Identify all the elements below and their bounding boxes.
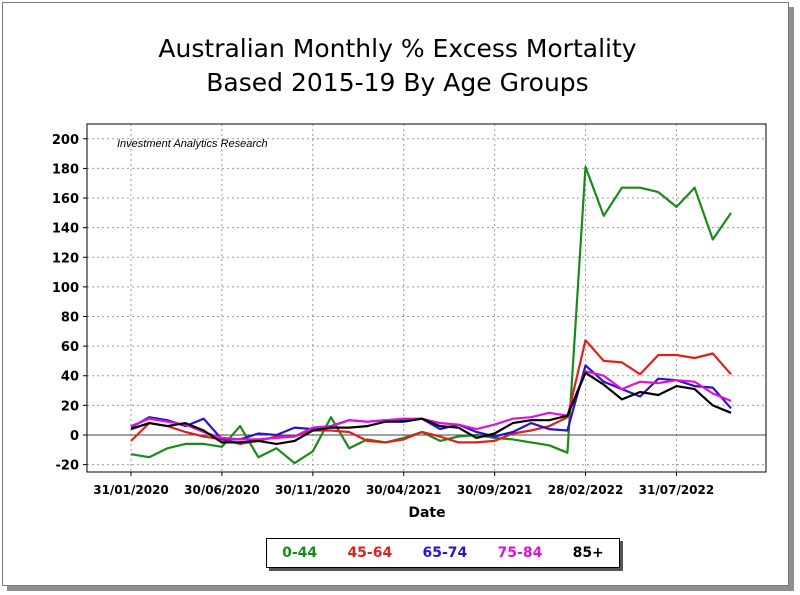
y-tick-label: 60	[61, 340, 79, 355]
y-tick-label: 120	[52, 251, 79, 266]
legend-entry-0-44: 0-44	[282, 545, 318, 561]
y-tick-label: 160	[52, 192, 79, 207]
legend-entry-65-74: 65-74	[422, 545, 468, 561]
x-tick-label: 30/09/2021	[457, 483, 533, 497]
chart-subtitle: Based 2015-19 By Age Groups	[206, 68, 589, 97]
y-tick-label: 140	[52, 222, 79, 237]
y-tick-label: 0	[70, 429, 79, 444]
y-tick-label: -20	[56, 459, 80, 474]
x-axis-label: Date	[408, 505, 445, 521]
y-axis-ticks: -20 0 20 40 60 80 100 120 140 160 180 200	[52, 133, 87, 474]
x-axis-ticks: 31/01/2020 30/06/2020 30/11/2020 30/04/2021…	[93, 472, 714, 497]
chart-annotation: Investment Analytics Research	[117, 138, 268, 150]
legend: 0-44 45-64 65-74 75-84 85+	[266, 538, 620, 568]
y-tick-label: 40	[61, 370, 79, 385]
x-tick-label: 30/04/2021	[366, 483, 442, 497]
y-tick-label: 180	[52, 162, 79, 177]
x-tick-label: 31/01/2020	[93, 483, 169, 497]
y-tick-label: 200	[52, 133, 79, 148]
plot-area-border	[86, 123, 767, 473]
series-line-0-44	[130, 165, 732, 465]
x-tick-label: 31/07/2022	[639, 483, 715, 497]
chart-title-line1: Australian Monthly % Excess Mortality	[158, 34, 637, 63]
legend-entry-45-64: 45-64	[347, 545, 393, 561]
y-tick-label: 80	[61, 311, 79, 326]
series-line-75-84	[130, 370, 732, 441]
series-line-65-74	[130, 364, 732, 441]
x-tick-label: 28/02/2022	[548, 483, 624, 497]
chart-title: Australian Monthly % Excess Mortality Ba…	[0, 32, 795, 100]
series-lines	[130, 165, 732, 465]
legend-entry-75-84: 75-84	[497, 545, 543, 561]
x-tick-label: 30/06/2020	[184, 483, 260, 497]
y-tick-label: 100	[52, 281, 79, 296]
legend-entry-85+: 85+	[572, 545, 604, 561]
series-line-85+	[130, 371, 732, 445]
y-tick-label: 20	[61, 399, 79, 414]
x-tick-label: 30/11/2020	[275, 483, 351, 497]
chart-frame	[2, 2, 789, 586]
